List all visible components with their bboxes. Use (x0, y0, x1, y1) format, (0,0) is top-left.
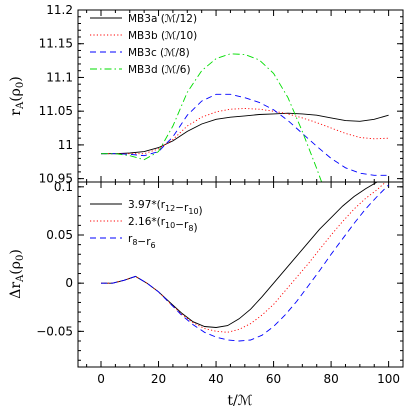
x-axis-label: t/ℳ (227, 393, 252, 409)
bottom-legend-label: 2.16*(r10−r8) (128, 216, 198, 234)
top-legend-label: MB3a (ℳ/12) (128, 13, 197, 25)
bottom-legend-label: 3.97*(r12−r10) (128, 199, 203, 217)
top-plot-frame (77, 9, 404, 183)
bottom-y-tick-label: 0.05 (46, 228, 73, 242)
top-axis-ticks: 10.95 11 11.05 11.1 11.15 11.2 (39, 3, 404, 186)
top-y-tick-label: 11.2 (46, 3, 73, 17)
top-series-line-4 (101, 53, 323, 182)
top-y-axis-label: rA(ρ0) (8, 76, 26, 115)
top-series-lines (101, 53, 389, 182)
bottom-series-lines (101, 182, 389, 342)
bottom-y-tick-label: 0 (65, 276, 73, 290)
top-y-tick-label: 11.15 (39, 37, 73, 51)
top-y-tick-label: 10.95 (39, 172, 73, 186)
top-series-line-2 (101, 108, 389, 155)
x-tick-label: 20 (151, 372, 166, 386)
top-legend-label: MB3b (ℳ/10) (128, 30, 197, 42)
top-y-tick-label: 11.05 (39, 104, 73, 118)
bottom-y-tick-label: 0.1 (54, 180, 73, 194)
bottom-plot-frame (77, 181, 404, 368)
bottom-series-line-3 (101, 184, 389, 342)
x-tick-label: 100 (377, 372, 400, 386)
top-series-line-3 (101, 93, 389, 176)
x-tick-label: 80 (323, 372, 338, 386)
top-y-tick-label: 11.1 (46, 70, 73, 84)
bottom-y-tick-label: −0.05 (36, 324, 73, 338)
top-legend-label: MB3c (ℳ/8) (128, 47, 190, 59)
top-series-line-1 (101, 112, 389, 155)
x-tick-label: 0 (97, 372, 105, 386)
bottom-panel: 0 20 40 60 80 100 −0.05 0 0.05 0.1 3.97*(r12−r10)… (8, 180, 404, 409)
bottom-legend: 3.97*(r12−r10)2.16*(r10−r8)r8−r6 (90, 199, 203, 250)
bottom-legend-label: r8−r6 (128, 233, 156, 250)
top-y-tick-label: 11 (58, 138, 73, 152)
bottom-y-axis-label: ΔrA(ρ0) (8, 249, 26, 299)
x-tick-label: 60 (266, 372, 281, 386)
top-legend: MB3a (ℳ/12) MB3b (ℳ/10) MB3c (ℳ/8) MB3d (ℳ/… (90, 13, 197, 76)
top-legend-label: MB3d (ℳ/6) (128, 64, 191, 76)
bottom-series-line-1 (101, 182, 378, 328)
bottom-axis-ticks: 0 20 40 60 80 100 −0.05 0 0.05 0.1 (36, 180, 404, 386)
x-tick-label: 40 (208, 372, 223, 386)
